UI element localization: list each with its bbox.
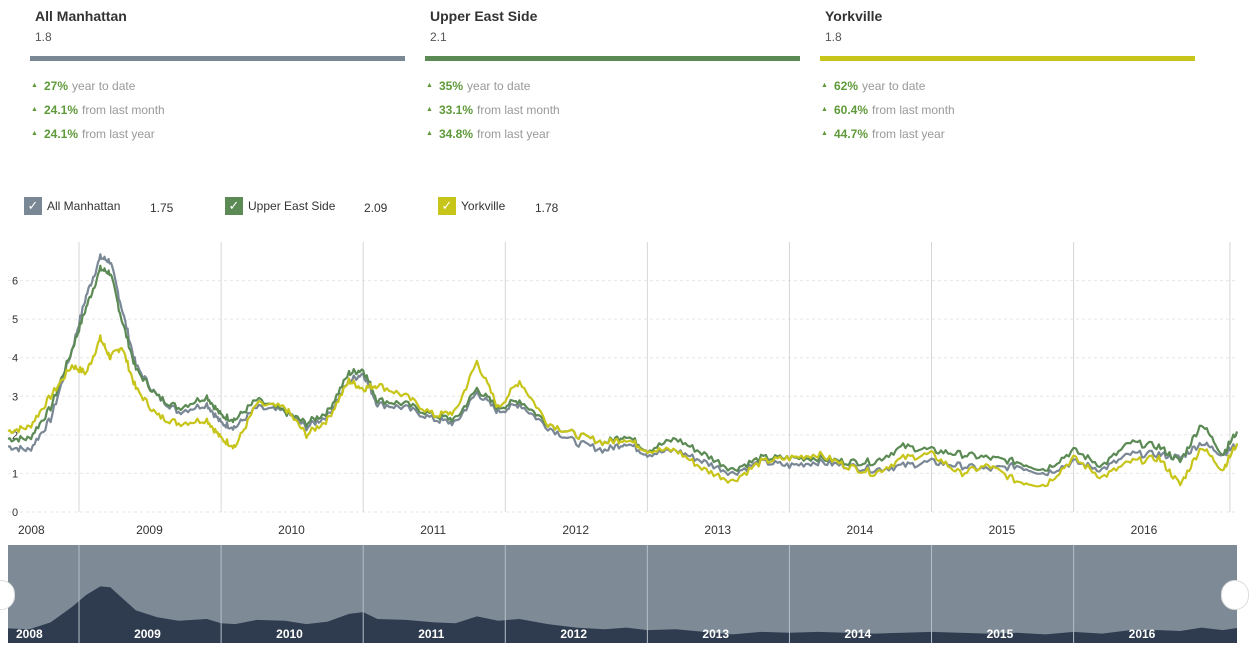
x-tick-label: 2010 <box>278 523 305 536</box>
y-tick-label: 6 <box>12 276 18 288</box>
stat-label: year to date <box>467 79 531 93</box>
stat-row: ▲ 60.4% from last month <box>820 103 1195 127</box>
stat-pct: 60.4% <box>834 103 869 117</box>
legend-value: 1.75 <box>150 201 174 215</box>
stat-label: year to date <box>862 79 926 93</box>
stat-row: ▲ 35% year to date <box>425 79 800 103</box>
check-icon[interactable]: ✓ <box>225 197 243 215</box>
card-all-manhattan: All Manhattan 1.8 ▲ 27% year to date ▲ 24.1… <box>30 8 405 151</box>
summary-cards: All Manhattan 1.8 ▲ 27% year to date ▲ 24.1… <box>0 0 1249 160</box>
navigator-year-label: 2013 <box>702 627 729 641</box>
y-tick-label: 1 <box>12 468 18 480</box>
legend-value: 1.78 <box>535 201 559 215</box>
up-triangle-icon: ▲ <box>821 130 828 137</box>
stat-label: from last month <box>477 103 560 117</box>
navigator-right-handle[interactable] <box>1221 580 1249 610</box>
stat-row: ▲ 62% year to date <box>820 79 1195 103</box>
card-title: Upper East Side <box>430 8 538 24</box>
card-color-bar <box>30 56 405 61</box>
stat-row: ▲ 33.1% from last month <box>425 103 800 127</box>
up-triangle-icon: ▲ <box>31 82 38 89</box>
up-triangle-icon: ▲ <box>821 82 828 89</box>
x-tick-label: 2013 <box>704 523 731 536</box>
navigator-year-label: 2008 <box>16 627 43 641</box>
main-line-chart[interactable]: 0 1 2 3 4 5 6 2008 2009 2010 2011 2012 2013 2014 2015 2… <box>0 236 1249 536</box>
stat-label: from last year <box>477 127 550 141</box>
up-triangle-icon: ▲ <box>31 130 38 137</box>
x-tick-label: 2014 <box>846 523 873 536</box>
up-triangle-icon: ▲ <box>426 130 433 137</box>
x-tick-label: 2009 <box>136 523 163 536</box>
legend-toggle-yorkville[interactable]: ✓ Yorkville <box>438 197 505 215</box>
up-triangle-icon: ▲ <box>821 106 828 113</box>
card-upper-east-side: Upper East Side 2.1 ▲ 35% year to date ▲ 33… <box>425 8 800 151</box>
stat-pct: 24.1% <box>44 127 79 141</box>
x-tick-label: 2012 <box>562 523 589 536</box>
navigator-year-label: 2014 <box>844 627 871 641</box>
x-tick-label: 2008 <box>18 523 45 536</box>
stat-row: ▲ 24.1% from last month <box>30 103 405 127</box>
stat-row: ▲ 34.8% from last year <box>425 127 800 151</box>
check-icon[interactable]: ✓ <box>24 197 42 215</box>
range-navigator[interactable]: 2008 2009 2010 2011 2012 2013 2014 2015 2016 <box>0 543 1249 645</box>
card-value: 1.8 <box>825 30 842 44</box>
x-tick-label: 2011 <box>420 523 446 536</box>
navigator-area <box>8 586 1237 643</box>
series-line-yorkville[interactable] <box>7 334 1239 488</box>
card-color-bar <box>425 56 800 61</box>
card-color-bar <box>820 56 1195 61</box>
navigator-year-label: 2012 <box>560 627 587 641</box>
legend-value: 2.09 <box>364 201 388 215</box>
stat-label: year to date <box>72 79 136 93</box>
y-tick-label: 3 <box>12 391 18 403</box>
legend-toggle-all-manhattan[interactable]: ✓ All Manhattan <box>24 197 120 215</box>
legend-toggle-upper-east-side[interactable]: ✓ Upper East Side <box>225 197 335 215</box>
stat-label: from last year <box>872 127 945 141</box>
stat-label: from last month <box>872 103 955 117</box>
card-title: All Manhattan <box>35 8 127 24</box>
card-yorkville: Yorkville 1.8 ▲ 62% year to date ▲ 60.4% fro… <box>820 8 1195 151</box>
navigator-year-label: 2015 <box>987 627 1014 641</box>
stat-label: from last year <box>82 127 155 141</box>
stat-row: ▲ 24.1% from last year <box>30 127 405 151</box>
chart-legend: ✓ All Manhattan 1.75 ✓ Upper East Side 2… <box>24 197 724 219</box>
legend-label: Yorkville <box>461 199 506 213</box>
series-line-upper-east-side[interactable] <box>7 264 1239 472</box>
navigator-year-label: 2016 <box>1129 627 1156 641</box>
y-tick-label: 5 <box>12 314 18 326</box>
stat-pct: 27% <box>44 79 69 93</box>
x-tick-label: 2016 <box>1131 523 1158 536</box>
card-value: 1.8 <box>35 30 52 44</box>
up-triangle-icon: ▲ <box>426 106 433 113</box>
stat-row: ▲ 44.7% from last year <box>820 127 1195 151</box>
legend-label: Upper East Side <box>248 199 336 213</box>
navigator-year-label: 2009 <box>134 627 161 641</box>
stat-pct: 35% <box>439 79 464 93</box>
stat-row: ▲ 27% year to date <box>30 79 405 103</box>
check-icon[interactable]: ✓ <box>438 197 456 215</box>
up-triangle-icon: ▲ <box>31 106 38 113</box>
y-tick-label: 4 <box>12 353 18 365</box>
y-tick-label: 2 <box>12 430 18 442</box>
up-triangle-icon: ▲ <box>426 82 433 89</box>
y-tick-label: 0 <box>12 507 18 519</box>
stat-pct: 44.7% <box>834 127 869 141</box>
navigator-year-label: 2010 <box>276 627 303 641</box>
stat-label: from last month <box>82 103 165 117</box>
navigator-year-label: 2011 <box>418 627 444 641</box>
legend-label: All Manhattan <box>47 199 121 213</box>
card-value: 2.1 <box>430 30 447 44</box>
stat-pct: 24.1% <box>44 103 79 117</box>
stat-pct: 34.8% <box>439 127 474 141</box>
x-tick-label: 2015 <box>989 523 1016 536</box>
stat-pct: 33.1% <box>439 103 474 117</box>
card-title: Yorkville <box>825 8 883 24</box>
stat-pct: 62% <box>834 79 859 93</box>
